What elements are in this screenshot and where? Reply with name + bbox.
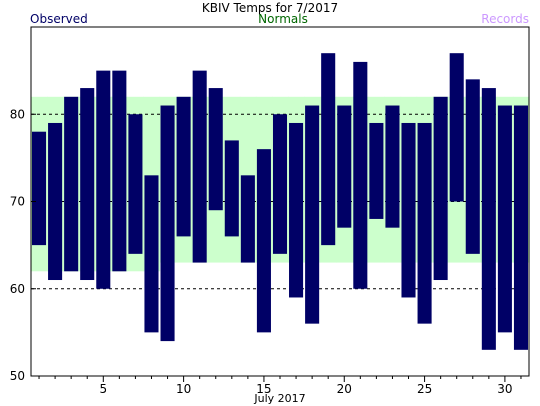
observed-bars bbox=[32, 53, 528, 350]
observed-bar-day-24 bbox=[401, 122, 416, 298]
observed-bar-day-22 bbox=[369, 122, 384, 219]
observed-bar-day-2 bbox=[48, 122, 63, 281]
observed-bar-day-28 bbox=[465, 79, 480, 254]
observed-bar-day-23 bbox=[385, 105, 400, 228]
legend-observed: Observed bbox=[30, 12, 88, 26]
x-tick-label-15: 15 bbox=[256, 382, 271, 396]
observed-bar-day-21 bbox=[353, 61, 368, 289]
observed-bar-day-1 bbox=[32, 131, 47, 246]
observed-bar-day-6 bbox=[112, 70, 127, 272]
x-tick-label-10: 10 bbox=[176, 382, 191, 396]
observed-bar-day-10 bbox=[176, 96, 191, 237]
observed-bar-day-20 bbox=[337, 105, 352, 228]
observed-bar-day-30 bbox=[497, 105, 512, 333]
observed-bar-day-13 bbox=[224, 140, 239, 237]
observed-bar-day-11 bbox=[192, 70, 207, 263]
observed-bar-day-15 bbox=[256, 149, 271, 333]
observed-bar-day-14 bbox=[240, 175, 255, 263]
observed-bar-day-17 bbox=[289, 122, 304, 298]
observed-bar-day-31 bbox=[513, 105, 528, 350]
x-tick-label-20: 20 bbox=[337, 382, 352, 396]
observed-bar-day-26 bbox=[433, 96, 448, 281]
observed-bar-day-25 bbox=[417, 122, 432, 324]
legend-normals: Normals bbox=[258, 12, 308, 26]
legend-records: Records bbox=[481, 12, 529, 26]
observed-bar-day-29 bbox=[481, 88, 496, 350]
observed-bar-day-8 bbox=[144, 175, 159, 333]
y-tick-label-80: 80 bbox=[10, 107, 25, 121]
observed-bar-day-7 bbox=[128, 114, 143, 254]
observed-bar-day-3 bbox=[64, 96, 79, 272]
x-axis: 5 10 15 20 25 30 bbox=[38, 376, 522, 396]
observed-bar-day-18 bbox=[305, 105, 320, 324]
observed-bar-day-9 bbox=[160, 105, 175, 342]
observed-bar-day-27 bbox=[449, 53, 464, 202]
x-tick-label-5: 5 bbox=[99, 382, 107, 396]
x-axis-label: July 2017 bbox=[253, 392, 305, 405]
y-axis: 50 60 70 80 bbox=[10, 107, 36, 383]
observed-bar-day-5 bbox=[96, 70, 111, 289]
chart-title: KBIV Temps for 7/2017 bbox=[202, 1, 338, 15]
observed-bar-day-19 bbox=[321, 53, 336, 246]
observed-bar-day-12 bbox=[208, 88, 223, 211]
y-tick-label-60: 60 bbox=[10, 282, 25, 296]
observed-bar-day-4 bbox=[80, 88, 95, 281]
y-tick-label-70: 70 bbox=[10, 195, 25, 209]
x-tick-label-25: 25 bbox=[417, 382, 432, 396]
x-tick-label-30: 30 bbox=[497, 382, 512, 396]
y-tick-label-50: 50 bbox=[10, 369, 25, 383]
observed-bar-day-16 bbox=[272, 114, 288, 254]
